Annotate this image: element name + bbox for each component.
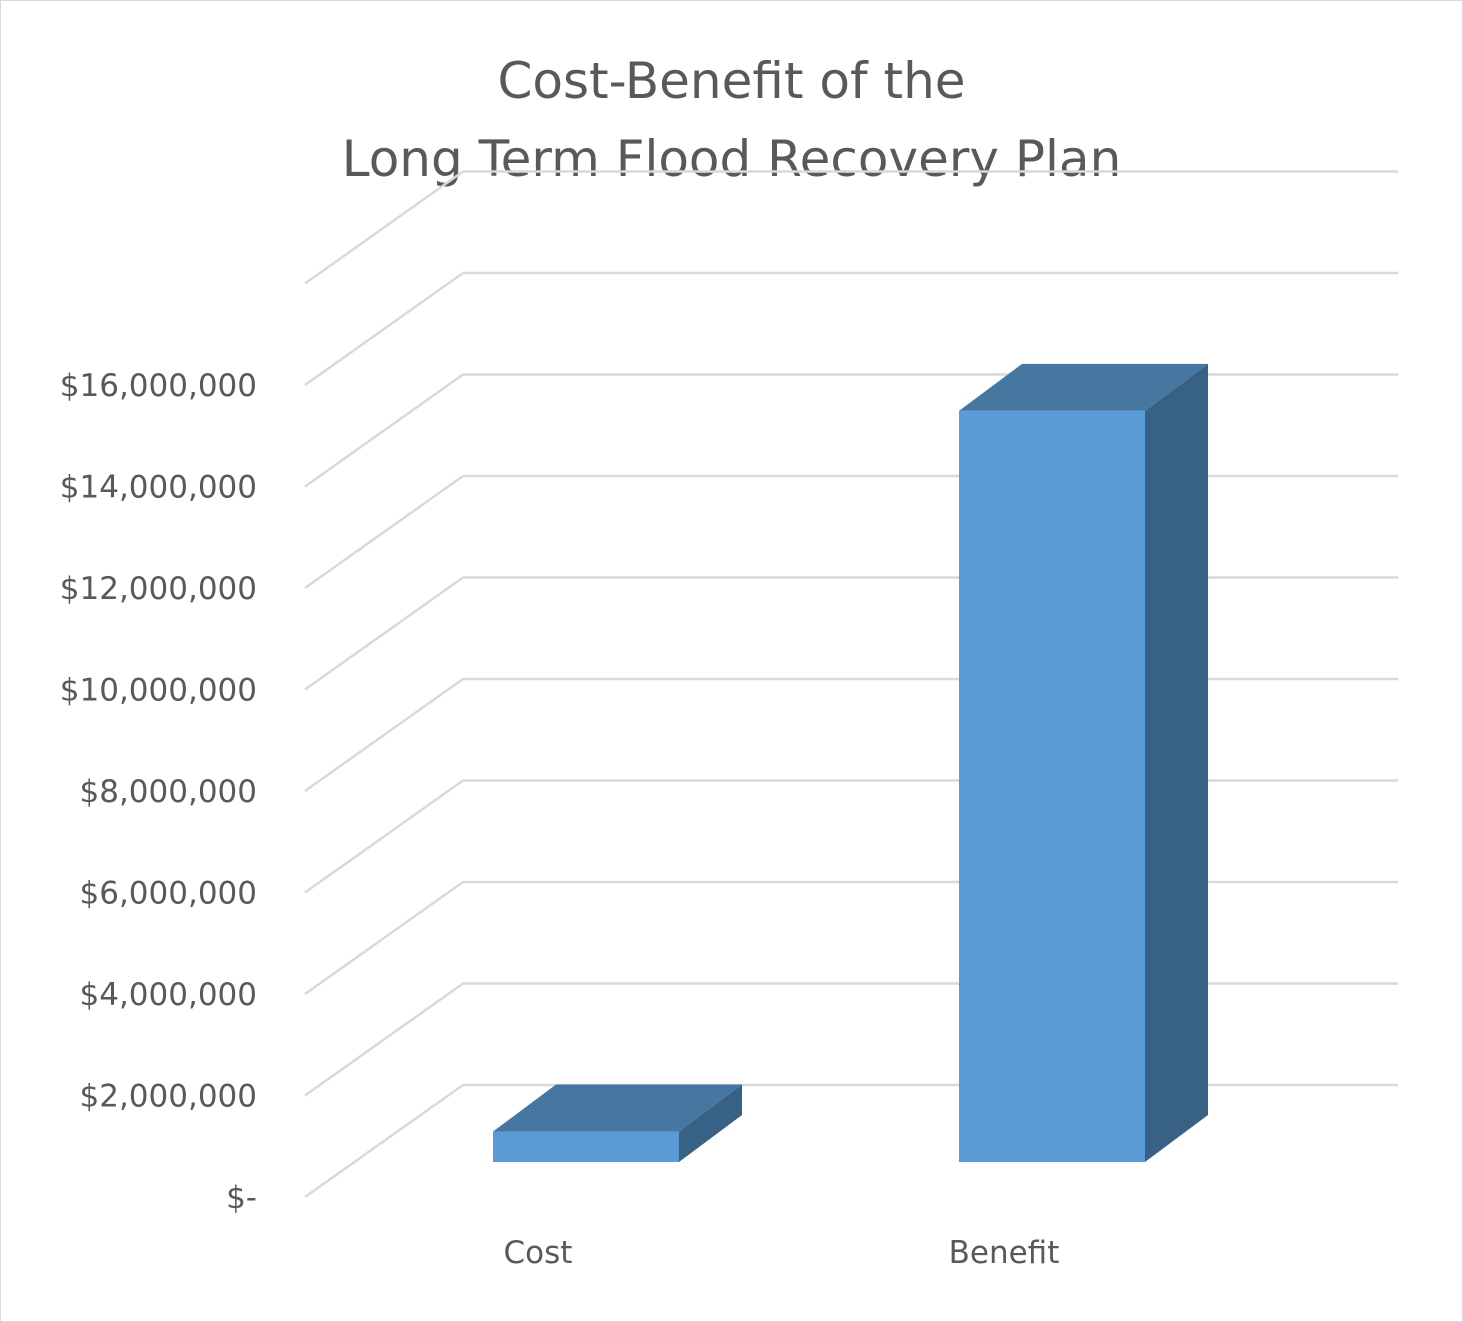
- gridline-depth: [304, 474, 464, 590]
- gridline-depth: [304, 576, 464, 691]
- y-tick-label: $8,000,000: [80, 774, 258, 810]
- gridline-depth: [304, 373, 464, 488]
- y-tick-label: $-: [226, 1180, 257, 1216]
- y-tick-label: $6,000,000: [80, 876, 258, 912]
- y-tick-label: $4,000,000: [80, 977, 258, 1013]
- gridline-depth: [304, 779, 464, 894]
- y-axis-tick-labels: $- $2,000,000 $4,000,000 $6,000,000 $8,000,0…: [60, 368, 257, 1216]
- bar-cost: [493, 1084, 742, 1162]
- bar-top-face: [959, 363, 1208, 411]
- gridline-depth: [304, 880, 464, 996]
- chart-title: Cost-Benefit of the Long Term Flood Reco…: [0, 42, 1463, 198]
- gridline-depth: [304, 677, 464, 793]
- gridline-depth: [304, 1083, 464, 1199]
- y-tick-label: $16,000,000: [60, 368, 257, 404]
- gridline-depth: [304, 170, 464, 285]
- chart-title-line-2: Long Term Flood Recovery Plan: [341, 130, 1122, 188]
- bar-front-face: [959, 410, 1145, 1162]
- bar-front-face: [493, 1131, 679, 1162]
- y-tick-label: $14,000,000: [60, 470, 257, 506]
- y-tick-label: $2,000,000: [80, 1079, 258, 1115]
- bar-side-face: [1145, 363, 1208, 1162]
- gridline-depth: [304, 271, 464, 387]
- y-tick-label: $12,000,000: [60, 571, 257, 607]
- bar-side-face: [679, 1084, 742, 1162]
- x-category-label: Benefit: [949, 1235, 1060, 1271]
- x-axis-category-labels: Cost Benefit: [504, 1235, 1060, 1271]
- gridlines: [304, 170, 1398, 1199]
- bar-benefit: [959, 363, 1208, 1162]
- bars: [493, 363, 1208, 1162]
- gridline-depth: [304, 982, 464, 1097]
- x-category-label: Cost: [504, 1235, 573, 1271]
- chart-title-line-1: Cost-Benefit of the: [497, 52, 966, 110]
- bar-top-face: [493, 1084, 742, 1132]
- y-tick-label: $10,000,000: [60, 673, 257, 709]
